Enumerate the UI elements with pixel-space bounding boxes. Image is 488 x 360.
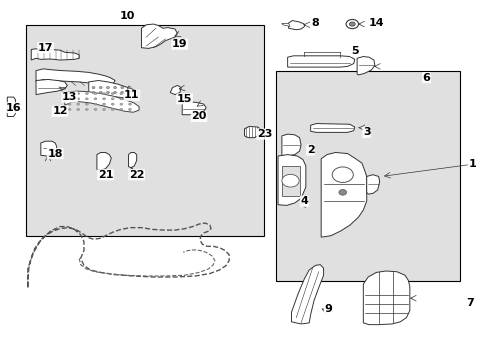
Polygon shape [170, 85, 181, 95]
Circle shape [102, 108, 105, 111]
Text: 23: 23 [256, 129, 272, 139]
Polygon shape [128, 153, 137, 168]
Circle shape [102, 103, 105, 105]
Circle shape [128, 108, 131, 111]
Circle shape [92, 91, 95, 94]
Circle shape [94, 108, 97, 111]
Polygon shape [244, 126, 261, 138]
Text: 20: 20 [191, 112, 206, 121]
Circle shape [102, 98, 105, 100]
Polygon shape [97, 153, 111, 170]
Circle shape [113, 91, 116, 94]
Circle shape [331, 167, 352, 183]
Circle shape [77, 108, 80, 111]
Circle shape [99, 91, 102, 94]
Text: 6: 6 [422, 73, 429, 83]
Text: 7: 7 [465, 298, 473, 309]
Circle shape [85, 108, 88, 111]
Circle shape [106, 91, 109, 94]
Bar [26, 25, 263, 237]
Circle shape [349, 22, 354, 26]
Polygon shape [288, 21, 304, 30]
Circle shape [102, 93, 105, 95]
Text: 2: 2 [306, 145, 314, 155]
Text: 17: 17 [38, 43, 53, 53]
Circle shape [85, 103, 88, 105]
Circle shape [94, 93, 97, 95]
Circle shape [85, 93, 88, 95]
Text: 12: 12 [52, 106, 68, 116]
Polygon shape [31, 49, 79, 60]
Text: 10: 10 [119, 11, 135, 21]
Polygon shape [7, 97, 18, 117]
Polygon shape [89, 81, 139, 98]
Circle shape [128, 93, 131, 95]
Polygon shape [281, 166, 299, 196]
Circle shape [106, 86, 109, 89]
Text: 16: 16 [6, 103, 21, 113]
Polygon shape [278, 154, 305, 206]
Polygon shape [36, 80, 67, 95]
Circle shape [77, 93, 80, 95]
Text: 5: 5 [350, 46, 358, 56]
Polygon shape [36, 69, 115, 85]
Text: 22: 22 [129, 170, 144, 180]
Circle shape [68, 103, 71, 105]
Polygon shape [141, 24, 177, 48]
Circle shape [120, 98, 122, 100]
Circle shape [111, 108, 114, 111]
Circle shape [128, 98, 131, 100]
Circle shape [346, 19, 358, 29]
Circle shape [128, 91, 131, 94]
Polygon shape [182, 102, 206, 115]
Text: 14: 14 [368, 18, 383, 28]
Circle shape [68, 108, 71, 111]
Polygon shape [356, 57, 374, 75]
Circle shape [128, 103, 131, 105]
Circle shape [85, 98, 88, 100]
Polygon shape [41, 141, 57, 156]
Circle shape [94, 103, 97, 105]
Circle shape [281, 174, 299, 187]
Polygon shape [287, 56, 354, 67]
Text: 18: 18 [47, 149, 63, 158]
Polygon shape [363, 271, 409, 325]
Circle shape [121, 86, 123, 89]
Text: 19: 19 [172, 39, 187, 49]
Circle shape [99, 86, 102, 89]
Polygon shape [321, 153, 366, 237]
Circle shape [94, 98, 97, 100]
Text: 1: 1 [468, 159, 475, 169]
Circle shape [128, 86, 131, 89]
Circle shape [92, 86, 95, 89]
Circle shape [120, 103, 122, 105]
Polygon shape [281, 134, 301, 156]
Text: 15: 15 [177, 94, 192, 104]
Circle shape [77, 98, 80, 100]
Text: 9: 9 [324, 304, 332, 314]
Text: 11: 11 [124, 90, 140, 100]
Circle shape [68, 98, 71, 100]
Polygon shape [291, 265, 323, 324]
Circle shape [121, 91, 123, 94]
Circle shape [77, 103, 80, 105]
Bar [275, 71, 459, 280]
Polygon shape [64, 91, 139, 112]
Text: 3: 3 [362, 127, 370, 138]
Polygon shape [366, 175, 379, 194]
Circle shape [120, 108, 122, 111]
Circle shape [111, 93, 114, 95]
Text: 21: 21 [98, 170, 113, 180]
Circle shape [68, 93, 71, 95]
Text: 13: 13 [62, 92, 77, 102]
Circle shape [111, 98, 114, 100]
Text: 4: 4 [300, 196, 308, 206]
Polygon shape [281, 23, 289, 27]
Circle shape [120, 93, 122, 95]
Circle shape [338, 189, 346, 195]
Circle shape [111, 103, 114, 105]
Text: 8: 8 [311, 18, 319, 28]
Circle shape [113, 86, 116, 89]
Polygon shape [310, 123, 354, 132]
